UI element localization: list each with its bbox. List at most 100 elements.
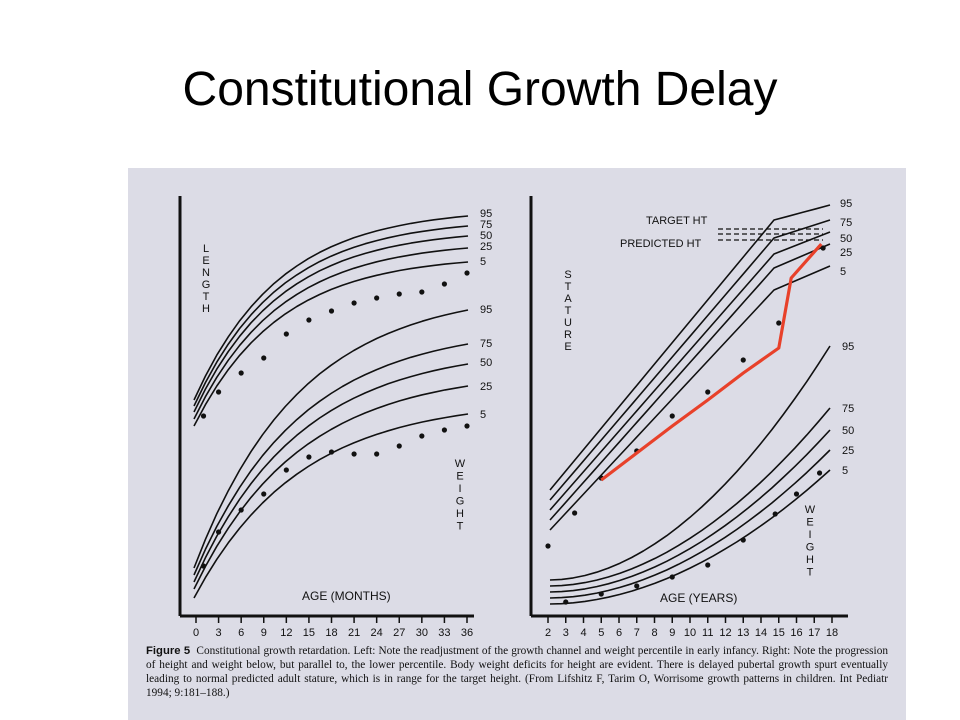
right-stature-label: T bbox=[565, 281, 572, 293]
right-weight-percentile-label: 95 bbox=[842, 341, 854, 353]
right-x-tick-label: 9 bbox=[669, 627, 675, 639]
right-stature-percentile-label: 75 bbox=[840, 217, 852, 229]
left-length-label: L bbox=[203, 243, 209, 255]
left-x-tick-label: 15 bbox=[303, 627, 315, 639]
left-weight-dot bbox=[374, 451, 380, 457]
left-x-tick-label: 27 bbox=[393, 627, 405, 639]
left-weight-dot bbox=[283, 467, 289, 473]
right-stature-label: U bbox=[564, 317, 572, 329]
left-weight-dot bbox=[328, 449, 335, 455]
right-x-axis-label: AGE (YEARS) bbox=[660, 591, 737, 605]
left-x-tick-label: 36 bbox=[461, 627, 473, 639]
right-stature-percentile-label: 5 bbox=[840, 266, 846, 278]
left-weight-label: I bbox=[458, 483, 461, 495]
left-length-percentile-label: 5 bbox=[480, 256, 486, 268]
left-x-tick-label: 12 bbox=[280, 627, 292, 639]
right-stature-label: T bbox=[565, 305, 572, 317]
left-x-tick-label: 6 bbox=[238, 627, 244, 639]
left-x-tick-label: 3 bbox=[216, 627, 222, 639]
right-x-tick-label: 14 bbox=[755, 627, 767, 639]
left-weight-label: W bbox=[455, 458, 466, 470]
left-weight-dot bbox=[396, 443, 402, 449]
right-x-tick-label: 7 bbox=[634, 627, 640, 639]
left-weight-dot bbox=[464, 423, 470, 429]
left-weight-label: T bbox=[457, 521, 464, 533]
left-weight-dot bbox=[441, 427, 448, 433]
left-weight-dot bbox=[351, 451, 357, 457]
left-weight-percentile-label: 50 bbox=[480, 357, 492, 369]
left-length-percentile-label: 25 bbox=[480, 241, 492, 253]
right-weight-label: E bbox=[806, 517, 813, 529]
left-weight-label: E bbox=[456, 471, 463, 483]
left-length-label: H bbox=[202, 303, 210, 315]
right-stature-label: E bbox=[564, 341, 571, 353]
right-weight-dot bbox=[740, 537, 746, 543]
left-weight-dot bbox=[419, 433, 425, 439]
target-ht-label: TARGET HT bbox=[646, 215, 708, 227]
right-weight-dot bbox=[816, 470, 823, 476]
left-weight-dot bbox=[238, 507, 244, 513]
right-weight-percentile-label: 50 bbox=[842, 425, 854, 437]
left-weight-dot bbox=[200, 563, 207, 569]
right-weight-label: H bbox=[806, 554, 814, 566]
right-stature-percentile-label: 50 bbox=[840, 233, 852, 245]
right-x-tick-label: 10 bbox=[684, 627, 696, 639]
left-x-tick-label: 21 bbox=[348, 627, 360, 639]
right-x-tick-label: 18 bbox=[826, 627, 838, 639]
left-weight-dot bbox=[306, 454, 312, 460]
right-x-tick-label: 11 bbox=[702, 627, 713, 639]
right-stature-dot bbox=[572, 510, 578, 516]
patient-growth-highlight-line bbox=[600, 242, 823, 482]
left-x-tick-label: 18 bbox=[325, 627, 337, 639]
left-weight-percentile-label: 95 bbox=[480, 304, 492, 316]
right-stature-dot bbox=[820, 245, 826, 251]
right-stature-curve bbox=[549, 219, 831, 501]
right-weight-percentile-label: 75 bbox=[842, 403, 854, 415]
left-length-dot bbox=[441, 281, 448, 287]
left-weight-curve bbox=[193, 363, 469, 583]
right-stature-curve bbox=[549, 204, 831, 491]
right-x-tick-label: 17 bbox=[808, 627, 820, 639]
left-length-dot bbox=[261, 355, 267, 361]
right-weight-curve bbox=[549, 407, 831, 587]
right-weight-percentile-label: 5 bbox=[842, 465, 848, 477]
right-weight-dot bbox=[705, 562, 711, 568]
right-stature-curve bbox=[549, 231, 831, 511]
left-weight-label: H bbox=[456, 508, 464, 520]
right-stature-dot bbox=[669, 413, 675, 419]
left-length-dot bbox=[215, 389, 222, 395]
right-stature-dot bbox=[705, 389, 711, 395]
left-length-curve bbox=[193, 235, 469, 413]
left-weight-dot bbox=[261, 491, 267, 497]
caption-text: Constitutional growth retardation. Left:… bbox=[146, 645, 888, 699]
left-x-tick-label: 24 bbox=[371, 627, 383, 639]
left-length-percentile-label: 50 bbox=[480, 230, 492, 242]
left-x-axis-label: AGE (MONTHS) bbox=[302, 589, 391, 603]
left-weight-curve bbox=[193, 343, 469, 576]
right-stature-dot bbox=[740, 357, 746, 363]
right-weight-curve bbox=[549, 345, 831, 581]
left-weight-curve bbox=[193, 309, 469, 569]
left-weight-label: G bbox=[456, 496, 465, 508]
right-weight-dot bbox=[634, 583, 640, 589]
right-x-tick-label: 4 bbox=[580, 627, 586, 639]
left-length-label: G bbox=[202, 279, 211, 291]
left-length-dot bbox=[464, 270, 470, 276]
left-length-percentile-label: 75 bbox=[480, 219, 492, 231]
right-weight-dot bbox=[772, 511, 778, 517]
right-x-tick-label: 13 bbox=[737, 627, 749, 639]
right-stature-dot bbox=[545, 543, 551, 549]
left-length-dot bbox=[374, 295, 380, 301]
left-weight-percentile-label: 75 bbox=[480, 338, 492, 350]
right-weight-label: T bbox=[807, 567, 814, 579]
slide-title: Constitutional Growth Delay bbox=[182, 63, 778, 116]
right-x-tick-label: 3 bbox=[563, 627, 569, 639]
left-weight-dot bbox=[215, 529, 222, 535]
left-length-label: E bbox=[202, 255, 209, 267]
left-length-dot bbox=[328, 308, 335, 314]
left-x-tick-label: 33 bbox=[438, 627, 450, 639]
right-weight-curve bbox=[549, 449, 831, 599]
right-stature-label: A bbox=[564, 293, 572, 305]
left-x-tick-label: 9 bbox=[261, 627, 267, 639]
right-stature-curve bbox=[549, 243, 831, 521]
